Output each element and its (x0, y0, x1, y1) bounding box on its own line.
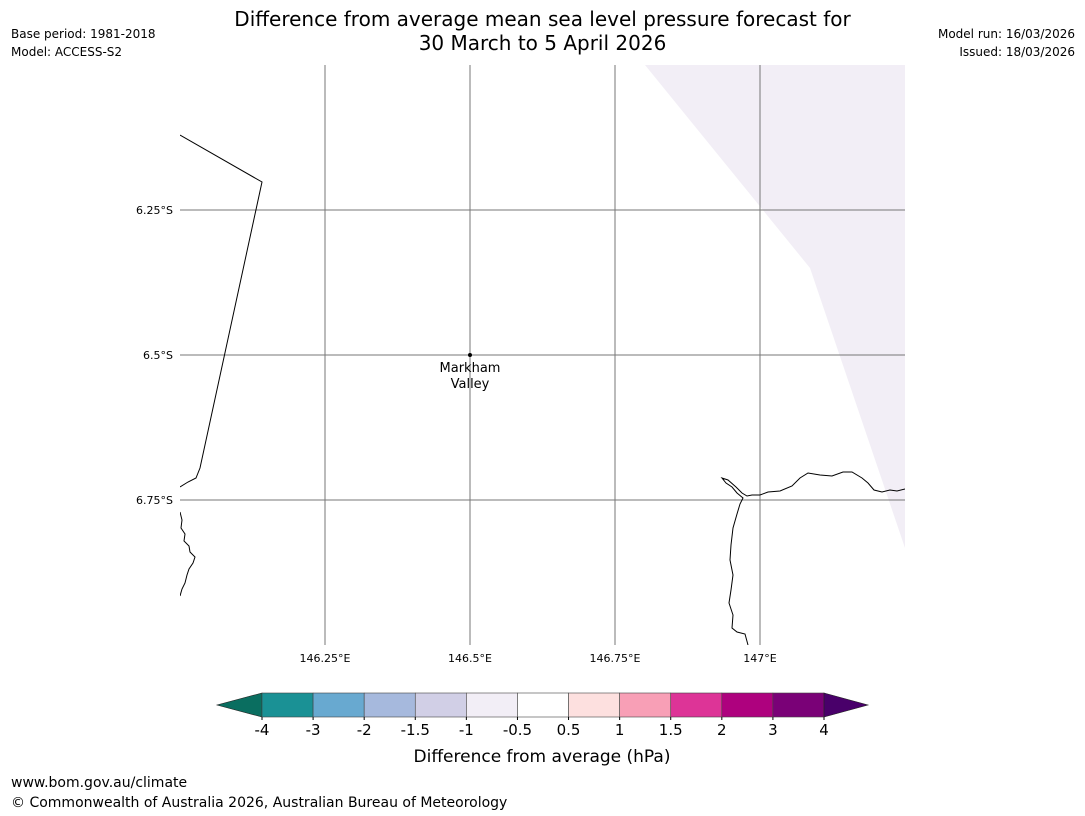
lon-tick-label: 146.5°E (448, 652, 492, 665)
lat-tick-label: 6.5°S (143, 349, 173, 362)
title-line-2: 30 March to 5 April 2026 (418, 31, 667, 55)
lon-tick-label: 146.25°E (300, 652, 351, 665)
colorbar-tick-label: 2 (717, 721, 727, 739)
footer-copyright: © Commonwealth of Australia 2026, Austra… (11, 795, 508, 811)
lat-tick-label: 6.25°S (136, 204, 173, 217)
colorbar-segment (466, 692, 518, 718)
colorbar-segment (772, 692, 825, 718)
footer-url[interactable]: www.bom.gov.au/climate (11, 775, 188, 791)
colorbar-tick-label: 4 (819, 721, 829, 739)
colorbar-segments (261, 692, 825, 718)
colorbar-tick-label: -0.5 (503, 721, 532, 739)
colorbar-segment (261, 692, 314, 718)
colorbar-segment (568, 692, 620, 718)
colorbar-tick-label: -1 (459, 721, 474, 739)
title-line-1: Difference from average mean sea level p… (234, 7, 851, 31)
lon-tick-label: 147°E (743, 652, 776, 665)
colorbar-tick-label: -1.5 (401, 721, 430, 739)
meta-left: Base period: 1981-2018 Model: ACCESS-S2 (11, 25, 156, 61)
colorbar-tick-label: 1 (615, 721, 625, 739)
shaded-region (645, 65, 905, 548)
colorbar-tick-label: 3 (768, 721, 778, 739)
colorbar-segment (670, 692, 723, 718)
coastline-southeast (720, 471, 905, 645)
colorbar-segment (312, 692, 365, 718)
colorbar-over-arrow (823, 692, 870, 718)
gridlines (180, 65, 905, 645)
colorbar-tick-label: -2 (357, 721, 372, 739)
place-label-line-1: Markham (440, 361, 501, 376)
colorbar-segment (721, 692, 774, 718)
colorbar-segment (517, 692, 569, 718)
lon-tick-label: 146.75°E (590, 652, 641, 665)
place-label-line-2: Valley (451, 377, 490, 392)
border-line-west (180, 134, 263, 488)
meta-right: Model run: 16/03/2026 Issued: 18/03/2026 (938, 25, 1075, 61)
colorbar-segment (414, 692, 467, 718)
coastline-southwest (180, 511, 196, 597)
place-marker (468, 353, 472, 357)
colorbar-label: Difference from average (hPa) (414, 747, 671, 767)
colorbar-under-arrow (215, 692, 263, 718)
axis-labels: 146.25°E 146.5°E 146.75°E 147°E 6.25°S 6.5°S 6… (136, 204, 777, 665)
model-name: Model: ACCESS-S2 (11, 45, 123, 59)
map-area: Markham Valley (180, 65, 905, 645)
colorbar-tick-label: 1.5 (659, 721, 683, 739)
issued-date: Issued: 18/03/2026 (959, 45, 1075, 59)
lat-tick-label: 6.75°S (136, 494, 173, 507)
colorbar-tick-label: -4 (255, 721, 270, 739)
colorbar-tick-label: -3 (306, 721, 321, 739)
colorbar-ticks: -4 -3 -2 -1.5 -1 -0.5 0.5 1 1.5 2 3 4 (255, 717, 829, 739)
colorbar-tick-label: 0.5 (557, 721, 581, 739)
model-run: Model run: 16/03/2026 (937, 27, 1075, 41)
colorbar-segment (619, 692, 672, 718)
colorbar-segment (363, 692, 416, 718)
chart-title: Difference from average mean sea level p… (0, 7, 1085, 55)
base-period: Base period: 1981-2018 (11, 27, 156, 41)
colorbar: -4 -3 -2 -1.5 -1 -0.5 0.5 1 1.5 2 3 4 Difference fr… (215, 692, 870, 767)
